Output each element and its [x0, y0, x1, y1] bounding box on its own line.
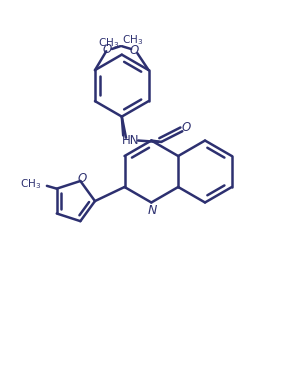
Text: HN: HN — [121, 134, 139, 147]
Text: O: O — [78, 172, 87, 185]
Text: O: O — [182, 121, 191, 134]
Text: O: O — [130, 44, 139, 57]
Text: N: N — [148, 204, 157, 217]
Text: CH$_3$: CH$_3$ — [98, 37, 119, 50]
Text: CH$_3$: CH$_3$ — [122, 34, 143, 47]
Text: O: O — [103, 43, 112, 55]
Text: CH$_3$: CH$_3$ — [20, 178, 41, 191]
